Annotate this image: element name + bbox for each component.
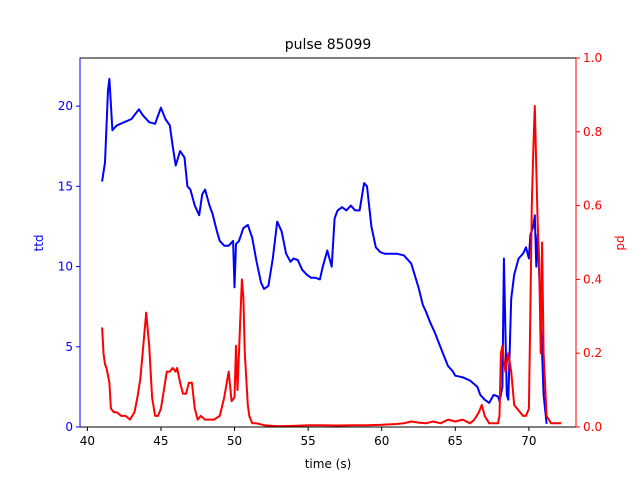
- series-line-pd: [101, 105, 562, 428]
- right-y-tick-label: 0.8: [583, 125, 602, 139]
- left-y-tick-label: 5: [65, 340, 73, 354]
- x-tick-label: 55: [300, 434, 315, 448]
- right-y-tick-label: 0.4: [583, 272, 602, 286]
- right-y-tick-label: 0.0: [583, 420, 602, 434]
- right-y-tick-label: 0.6: [583, 199, 602, 213]
- left-y-tick-label: 0: [65, 420, 73, 434]
- left-y-tick-label: 10: [58, 260, 73, 274]
- x-tick-label: 50: [227, 434, 242, 448]
- left-y-tick-label: 20: [58, 99, 73, 113]
- left-y-axis-label: ttd: [32, 234, 46, 251]
- x-tick-label: 45: [153, 434, 168, 448]
- right-y-axis-label: pd: [613, 235, 627, 250]
- x-tick-label: 65: [448, 434, 463, 448]
- chart-title: pulse 85099: [285, 37, 372, 53]
- axes: 40 45 50 55 60 65 70 0 5 10 15 20 0.0 0.2 0.4 0.6 0.8 1.0: [58, 51, 602, 448]
- x-axis-label: time (s): [305, 457, 352, 471]
- right-y-tick-label: 1.0: [583, 51, 602, 65]
- x-tick-label: 60: [374, 434, 389, 448]
- left-y-tick-label: 15: [58, 179, 73, 193]
- right-y-tick-label: 0.2: [583, 346, 602, 360]
- plot-lines: [101, 77, 562, 428]
- x-tick-label: 70: [521, 434, 536, 448]
- x-tick-label: 40: [80, 434, 95, 448]
